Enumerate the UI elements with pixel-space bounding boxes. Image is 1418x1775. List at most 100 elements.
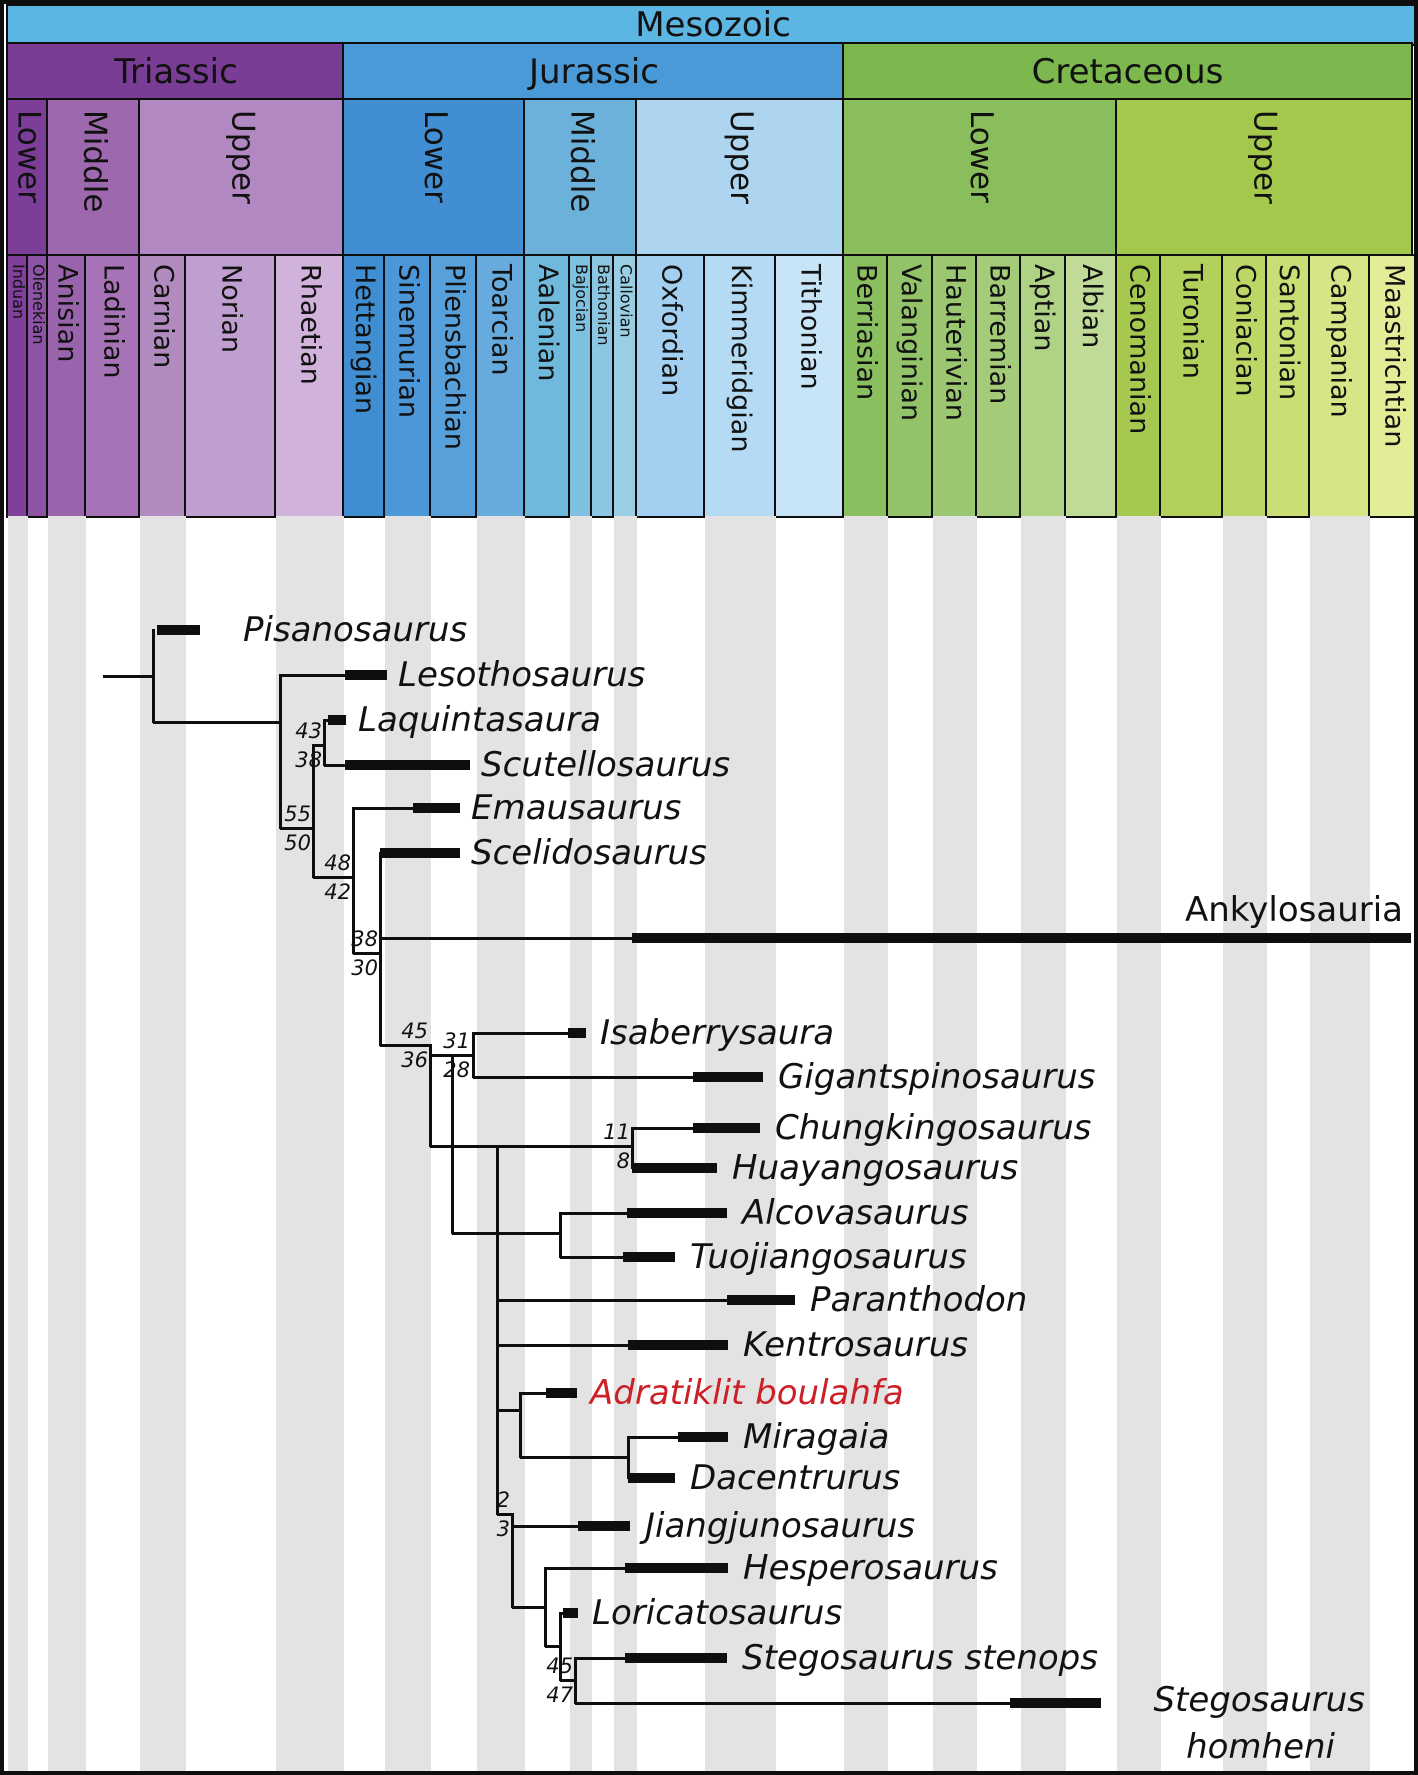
era-band-mesozoic: Mesozoic <box>6 4 1414 46</box>
range-bar-scutellosaurus <box>345 760 470 770</box>
branch-hesperosaurus <box>545 1567 625 1570</box>
stage-label: Bathonian <box>594 264 613 346</box>
stage-stripe-induan <box>8 516 28 1771</box>
epoch-label: Lower <box>417 110 453 203</box>
stage-stripe-rhaetian <box>276 516 344 1771</box>
branch-vline-12 <box>519 1392 522 1458</box>
branch-laquintasaura <box>324 719 328 722</box>
branch-stegosaurus-stenops <box>575 1657 625 1660</box>
support-value-top-0: 55 <box>284 802 311 826</box>
stage-band-anisian: Anisian <box>46 254 88 518</box>
taxon-label-scelidosaurus: Scelidosaurus <box>471 833 707 873</box>
branch-vline-11 <box>631 1127 634 1169</box>
branch-hline-10 <box>497 1409 522 1412</box>
period-band-triassic: Triassic <box>6 42 346 102</box>
taxon-label-emausaurus: Emausaurus <box>471 788 682 828</box>
stage-label: Hauterivian <box>939 264 971 421</box>
stage-stripe-aptian <box>1021 516 1066 1771</box>
branch-hline-6 <box>380 1044 432 1047</box>
stage-label: Bajocian <box>572 264 591 333</box>
era-label: Mesozoic <box>635 5 791 45</box>
taxon-label-adratiklit-boulahfa: Adratiklit boulahfa <box>590 1373 904 1413</box>
stage-label: Campanian <box>1324 264 1356 418</box>
period-label: Cretaceous <box>1031 52 1224 92</box>
stage-stripe-toarcian <box>477 516 525 1771</box>
stage-label: Valanginian <box>895 264 926 421</box>
taxon-label-loricatosaurus: Loricatosaurus <box>592 1593 843 1633</box>
branch-vline-10 <box>559 1212 562 1258</box>
taxon-label-gigantspinosaurus: Gigantspinosaurus <box>778 1057 1096 1097</box>
range-bar-alcovasaurus <box>627 1208 727 1218</box>
taxon-label-chungkingosaurus: Chungkingosaurus <box>775 1108 1092 1148</box>
range-bar-gigantspinosaurus <box>693 1072 763 1082</box>
branch-hline-13 <box>512 1606 547 1609</box>
branch-hline-12 <box>497 1513 514 1516</box>
epoch-label: Upper <box>723 110 759 204</box>
stage-band-maastrichtian: Maastrichtian <box>1368 254 1414 518</box>
support-value-bottom-7: 3 <box>496 1517 510 1541</box>
branch-stegosaurus-homheni <box>575 1702 1010 1705</box>
taxon-label-miragaia: Miragaia <box>743 1417 890 1457</box>
support-value-top-5: 31 <box>443 1029 470 1053</box>
stage-band-campanian: Campanian <box>1308 254 1372 518</box>
support-value-bottom-4: 36 <box>401 1048 428 1072</box>
taxon-label-kentrosaurus: Kentrosaurus <box>743 1325 969 1365</box>
branch-hline-4 <box>313 876 355 879</box>
stage-band-valanginian: Valanginian <box>886 254 935 518</box>
support-value-top-6: 11 <box>603 1120 630 1144</box>
stage-label: Callovian <box>616 264 636 338</box>
taxon-label-ankylosauria: Ankylosauria <box>1184 890 1403 930</box>
support-value-bottom-1: 38 <box>295 748 322 772</box>
taxon-label-hesperosaurus: Hesperosaurus <box>743 1548 998 1588</box>
range-bar-loricatosaurus <box>563 1608 578 1618</box>
epoch-band-cretaceous-lower: Lower <box>842 98 1119 258</box>
branch-loricatosaurus <box>560 1612 563 1615</box>
stage-band-turonian: Turonian <box>1159 254 1225 518</box>
branch-lesothosaurus <box>280 674 345 677</box>
support-value-top-2: 48 <box>324 851 351 875</box>
stage-band-callovian: Callovian <box>612 254 639 518</box>
stage-stripe-cenomanian <box>1117 516 1161 1771</box>
stage-label: Rhaetian <box>294 264 326 385</box>
taxon-label-alcovasaurus: Alcovasaurus <box>742 1193 969 1233</box>
range-bar-paranthodon <box>727 1295 795 1305</box>
branch-tuojiangosaurus <box>560 1256 623 1259</box>
stage-band-hauterivian: Hauterivian <box>931 254 979 518</box>
branch-vline-6 <box>429 1044 432 1147</box>
branch-vline-9 <box>496 1145 499 1515</box>
range-bar-chungkingosaurus <box>693 1123 760 1133</box>
branch-vline-1 <box>279 674 282 829</box>
branch-vline-17 <box>574 1657 577 1704</box>
stage-label: Olenekian <box>29 264 48 345</box>
stage-band-aalenian: Aalenian <box>523 254 572 518</box>
stage-stripe-coniacian <box>1223 516 1267 1771</box>
branch-chungkingosaurus <box>632 1127 693 1130</box>
period-band-jurassic: Jurassic <box>342 42 846 102</box>
epoch-label: Lower <box>10 110 47 203</box>
branch-hline-9 <box>452 1232 562 1235</box>
stage-label: Barremian <box>983 264 1015 405</box>
branch-jiangjunosaurus <box>512 1525 578 1528</box>
branch-kentrosaurus <box>497 1344 628 1347</box>
branch-hline-1 <box>153 721 282 724</box>
taxon-label-laquintasaura: Laquintasaura <box>358 700 601 740</box>
stage-stripe-campanian <box>1310 516 1370 1771</box>
branch-ankylosauria <box>380 937 632 940</box>
branch-adratiklit-boulahfa <box>520 1392 546 1395</box>
branch-hline-5 <box>353 952 382 955</box>
stage-label: Tithonian <box>794 264 826 390</box>
branch-alcovasaurus <box>560 1212 627 1215</box>
branch-vline-14 <box>511 1513 514 1608</box>
stage-band-santonian: Santonian <box>1265 254 1312 518</box>
range-bar-laquintasaura <box>328 715 346 725</box>
stage-label: Maastrichtian <box>1378 264 1410 448</box>
taxon-label-jiangjunosaurus: Jiangjunosaurus <box>645 1506 916 1546</box>
range-bar-jiangjunosaurus <box>578 1521 630 1531</box>
range-bar-stegosaurus-stenops <box>625 1653 727 1663</box>
stage-label: Turonian <box>1176 264 1208 379</box>
stage-stripe-carnian <box>140 516 186 1771</box>
stage-band-barremian: Barremian <box>975 254 1023 518</box>
range-bar-miragaia <box>678 1432 728 1442</box>
stage-label: Ladinian <box>97 264 129 379</box>
stage-band-bajocian: Bajocian <box>568 254 594 518</box>
